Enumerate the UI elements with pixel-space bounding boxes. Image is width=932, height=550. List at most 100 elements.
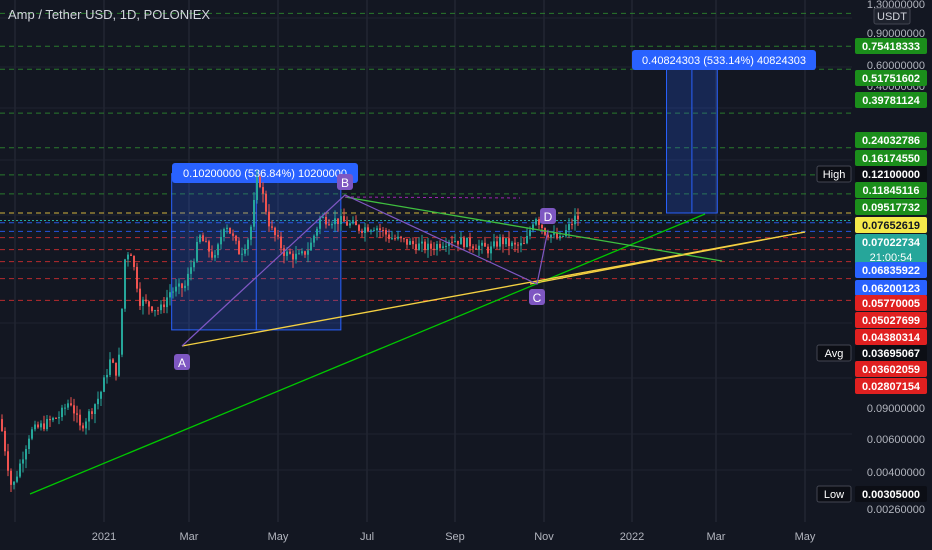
candle-body — [310, 242, 312, 251]
candle-body — [523, 243, 525, 245]
candle-body — [571, 224, 573, 226]
candle-body — [172, 291, 174, 293]
candle-body — [358, 225, 360, 231]
candle-body — [181, 283, 183, 289]
dotted-top-line — [344, 196, 521, 199]
candle-body — [76, 413, 78, 415]
grid-lines — [0, 0, 852, 522]
candle-body — [268, 211, 270, 227]
price-tag-low: Low — [824, 489, 844, 501]
measure-label-2-bg — [632, 50, 816, 70]
price-label: 0.24032786 — [862, 135, 920, 147]
candle-body — [409, 241, 411, 245]
pattern-point-a: A — [178, 356, 186, 370]
candle-body — [301, 251, 303, 254]
candle-body — [46, 419, 48, 430]
measure-label-1-bg — [172, 163, 358, 183]
candle-body — [109, 359, 111, 375]
candle-body — [412, 241, 414, 245]
candle-body — [148, 301, 150, 307]
pattern-point-b: B — [341, 176, 349, 190]
price-label: 0.04380314 — [862, 332, 921, 344]
currency-label: USDT — [877, 11, 907, 23]
candle-body — [343, 216, 345, 222]
candle-body — [40, 423, 42, 428]
candle-body — [394, 238, 396, 240]
resistance-trendline — [344, 196, 723, 262]
candle-body — [490, 246, 492, 254]
candle-body — [469, 237, 471, 247]
price-label: 0.05027699 — [862, 315, 920, 327]
price-label: 0.05770005 — [862, 298, 920, 310]
price-label: 0.51751602 — [862, 73, 920, 85]
candle-body — [106, 374, 108, 378]
candle-body — [259, 176, 261, 188]
price-label: 0.03695067 — [862, 348, 920, 360]
price-tick-label: 0.00600000 — [867, 434, 925, 446]
candle-body — [82, 425, 84, 429]
candle-body — [151, 306, 153, 312]
candle-body — [154, 310, 156, 312]
candle-body — [385, 230, 387, 235]
candle-body — [316, 228, 318, 236]
candle-body — [430, 243, 432, 249]
candle-body — [556, 233, 558, 239]
price-label: 0.07022734 — [862, 237, 921, 249]
candle-body — [379, 228, 381, 231]
candle-body — [346, 221, 348, 226]
candle-body — [307, 250, 309, 255]
candle-body — [520, 243, 522, 246]
candle-body — [370, 230, 372, 232]
candle-body — [226, 227, 228, 230]
candle-body — [367, 227, 369, 232]
candle-body — [184, 285, 186, 289]
candle-body — [223, 229, 225, 238]
candle-body — [484, 242, 486, 247]
price-label-bg — [855, 217, 927, 233]
candle-body — [112, 359, 114, 363]
pattern-point-c-bg — [529, 289, 545, 305]
price-label-bg — [855, 345, 927, 361]
candle-body — [427, 243, 429, 250]
price-label-bg — [855, 295, 927, 311]
candle-body — [88, 411, 90, 422]
price-label: 0.03602059 — [862, 364, 920, 376]
candle-body — [79, 414, 81, 426]
candle-body — [22, 459, 24, 464]
candle-body — [25, 449, 27, 460]
candle-body — [262, 187, 264, 194]
candle-body — [373, 230, 375, 232]
candle-body — [31, 429, 33, 439]
candle-body — [145, 299, 147, 302]
candle-body — [547, 234, 549, 238]
candle-body — [61, 407, 63, 418]
candle-body — [166, 297, 168, 308]
candle-body — [361, 230, 363, 233]
candle-body — [97, 398, 99, 405]
candle-body — [121, 308, 123, 355]
candle-body — [49, 419, 51, 421]
candle-body — [439, 244, 441, 248]
candle-body — [499, 237, 501, 247]
candle-body — [445, 245, 447, 247]
pattern-point-d-bg — [540, 208, 556, 224]
candle-body — [334, 218, 336, 225]
time-tick-label: May — [795, 531, 816, 543]
candle-body — [304, 251, 306, 255]
candle-body — [442, 246, 444, 248]
candle-body — [505, 238, 507, 245]
candle-body — [64, 407, 66, 409]
pattern-point-c: C — [533, 291, 542, 305]
candle-body — [190, 267, 192, 274]
candle-body — [28, 438, 30, 450]
price-label: 0.06835922 — [862, 265, 920, 277]
candle-body — [550, 234, 552, 238]
candle-body — [280, 236, 282, 249]
candle-body — [352, 221, 354, 224]
candle-body — [553, 233, 555, 235]
candle-body — [250, 226, 252, 240]
candle-body — [538, 219, 540, 225]
chart-title: Amp / Tether USD, 1D, POLONIEX — [8, 7, 211, 22]
price-label-bg — [855, 199, 927, 215]
